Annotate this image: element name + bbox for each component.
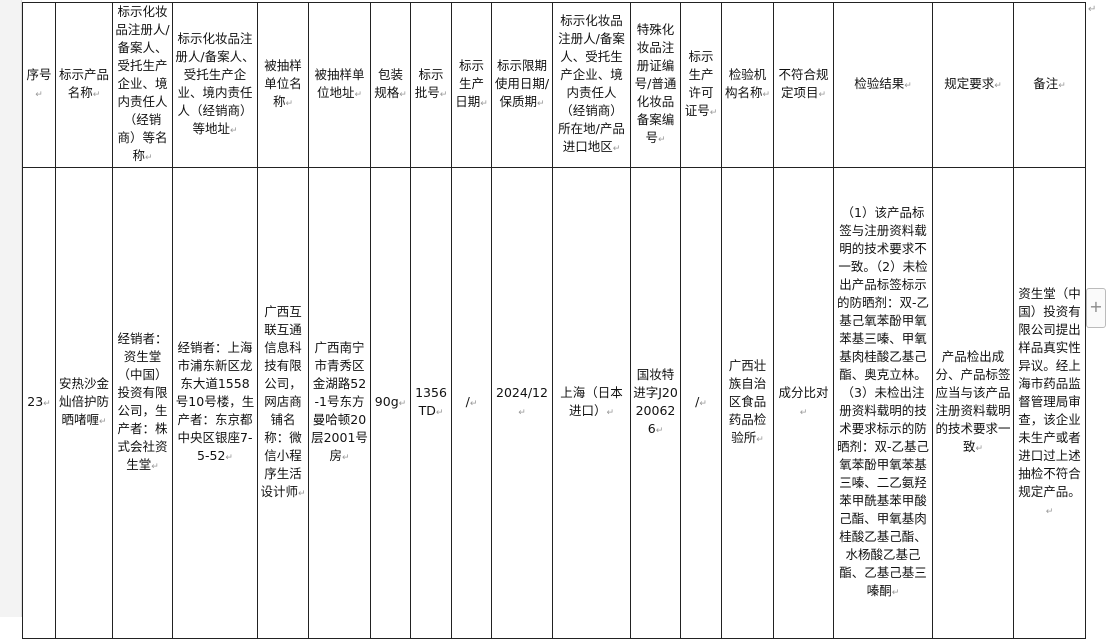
cell-text: 90g bbox=[375, 394, 406, 409]
cell-testing-institution: 广西壮族自治区食品药品检验所 bbox=[721, 167, 774, 639]
cell-text: 成分比对 bbox=[778, 385, 828, 418]
cell-nonconforming-item: 成分比对 bbox=[773, 167, 834, 639]
cell-remarks: 资生堂（中国）投资有限公司提出样品真实性异议。经上海市药品监督管理局审查，该企业… bbox=[1013, 167, 1086, 639]
header-sampled-unit-address: 被抽样单位地址 bbox=[308, 2, 371, 168]
left-margin bbox=[0, 0, 22, 617]
cell-text: 经销者：资生堂（中国）投资有限公司，生产者：株式会社资生堂 bbox=[117, 331, 167, 472]
header-testing-institution: 检验机构名称 bbox=[721, 2, 774, 168]
header-label: 标示生产许可证号 bbox=[685, 49, 718, 118]
cell-test-result: （1）该产品标签与注册资料载明的技术要求不一致。（2）未检出产品标签标示的防晒剂… bbox=[833, 167, 933, 639]
plus-icon: + bbox=[1089, 297, 1103, 316]
header-batch-number: 标示批号 bbox=[410, 2, 452, 168]
cell-text: 资生堂（中国）投资有限公司提出样品真实性异议。经上海市药品监督管理局审查，该企业… bbox=[1018, 286, 1081, 517]
header-product-name: 标示产品名称 bbox=[55, 2, 113, 168]
header-test-result: 检验结果 bbox=[833, 2, 933, 168]
cell-sampled-unit-name: 广西互联互通信息科技有限公司，网店商铺名称：微信小程序生活设计师 bbox=[257, 167, 309, 639]
cell-production-license: / bbox=[680, 167, 722, 639]
cell-text: 1356TD bbox=[415, 385, 447, 418]
header-label: 规定要求 bbox=[944, 76, 1002, 91]
header-production-license: 标示生产许可证号 bbox=[680, 2, 722, 168]
cell-text: 23 bbox=[27, 394, 50, 409]
cell-batch-number: 1356TD bbox=[410, 167, 452, 639]
cell-origin-region: 上海（日本进口） bbox=[552, 167, 631, 639]
header-label: 检验机构名称 bbox=[725, 67, 770, 100]
header-requirement: 规定要求 bbox=[932, 2, 1014, 168]
cell-registrant-name: 经销者：资生堂（中国）投资有限公司，生产者：株式会社资生堂 bbox=[112, 167, 173, 639]
inspection-table: 序号标示产品名称标示化妆品注册人/备案人、受托生产企业、境内责任人（经销商）等名… bbox=[22, 2, 1086, 639]
header-label: 被抽样单位名称 bbox=[264, 58, 302, 109]
cell-expiry-date: 2024/12 bbox=[491, 167, 553, 639]
cell-text: / bbox=[695, 394, 707, 409]
cell-product-name: 安热沙金灿倍护防晒啫喱 bbox=[55, 167, 113, 639]
cell-registrant-address: 经销者：上海市浦东新区龙东大道1558号10号楼，生产者：东京都中央区银座7-5… bbox=[172, 167, 258, 639]
cell-production-date: / bbox=[451, 167, 492, 639]
cell-text: 经销者：上海市浦东新区龙东大道1558号10号楼，生产者：东京都中央区银座7-5… bbox=[176, 340, 254, 463]
header-registrant-address: 标示化妆品注册人/备案人、受托生产企业、境内责任人（经销商）等地址 bbox=[172, 2, 258, 168]
header-package-spec: 包装规格 bbox=[370, 2, 411, 168]
header-label: 包装规格 bbox=[374, 67, 407, 100]
cell-text: 产品检出成分、产品标签应当与该产品注册资料载明的技术要求一致 bbox=[935, 349, 1010, 454]
cell-text: 国妆特进字J20200626 bbox=[633, 367, 678, 436]
header-registrant-name: 标示化妆品注册人/备案人、受托生产企业、境内责任人（经销商）等名称 bbox=[112, 2, 173, 168]
header-origin-region: 标示化妆品注册人/备案人、受托生产企业、境内责任人（经销商）所在地/产品进口地区 bbox=[552, 2, 631, 168]
header-row: 序号标示产品名称标示化妆品注册人/备案人、受托生产企业、境内责任人（经销商）等名… bbox=[22, 2, 1086, 168]
header-label: 标示批号 bbox=[415, 67, 448, 100]
header-label: 特殊化妆品注册证编号/普通化妆品备案编号 bbox=[635, 22, 677, 145]
cell-text: 广西壮族自治区食品药品检验所 bbox=[729, 358, 767, 445]
header-label: 不符合规定项目 bbox=[778, 67, 828, 100]
cell-registration-number: 国妆特进字J20200626 bbox=[630, 167, 681, 639]
header-seq: 序号 bbox=[22, 2, 56, 168]
cell-requirement: 产品检出成分、产品标签应当与该产品注册资料载明的技术要求一致 bbox=[932, 167, 1014, 639]
header-label: 检验结果 bbox=[854, 76, 912, 91]
header-nonconforming-item: 不符合规定项目 bbox=[773, 2, 834, 168]
header-remarks: 备注 bbox=[1013, 2, 1086, 168]
cell-sampled-unit-address: 广西南宁市青秀区金湖路52-1号东方曼哈顿20层2001号房 bbox=[308, 167, 371, 639]
paragraph-mark-icon: ↵ bbox=[1088, 4, 1097, 15]
cell-text: / bbox=[466, 394, 478, 409]
header-production-date: 标示生产日期 bbox=[451, 2, 492, 168]
header-label: 标示化妆品注册人/备案人、受托生产企业、境内责任人（经销商）等地址 bbox=[175, 31, 254, 136]
add-row-button[interactable]: + bbox=[1086, 288, 1106, 328]
header-expiry-date: 标示限期使用日期/保质期 bbox=[491, 2, 553, 168]
cell-text: 2024/12 bbox=[496, 385, 548, 418]
header-label: 被抽样单位地址 bbox=[314, 67, 364, 100]
header-label: 备注 bbox=[1033, 76, 1066, 91]
header-label: 标示化妆品注册人/备案人、受托生产企业、境内责任人（经销商）等名称 bbox=[115, 4, 169, 163]
table-row: 23 安热沙金灿倍护防晒啫喱经销者：资生堂（中国）投资有限公司，生产者：株式会社资… bbox=[22, 167, 1086, 639]
cell-text: 上海（日本进口） bbox=[560, 385, 623, 418]
header-label: 标示生产日期 bbox=[455, 58, 488, 109]
cell-text: 安热沙金灿倍护防晒啫喱 bbox=[59, 376, 109, 427]
header-registration-number: 特殊化妆品注册证编号/普通化妆品备案编号 bbox=[630, 2, 681, 168]
cell-seq: 23 bbox=[22, 167, 56, 639]
cell-text: （1）该产品标签与注册资料载明的技术要求不一致。（2）未检出产品标签标示的防晒剂… bbox=[837, 205, 929, 598]
cell-package-spec: 90g bbox=[370, 167, 411, 639]
header-label: 标示化妆品注册人/备案人、受托生产企业、境内责任人（经销商）所在地/产品进口地区 bbox=[558, 13, 625, 154]
header-sampled-unit-name: 被抽样单位名称 bbox=[257, 2, 309, 168]
header-label: 标示限期使用日期/保质期 bbox=[495, 58, 549, 109]
cell-text: 广西互联互通信息科技有限公司，网店商铺名称：微信小程序生活设计师 bbox=[260, 304, 305, 499]
header-label: 序号 bbox=[26, 67, 51, 100]
header-label: 标示产品名称 bbox=[59, 67, 109, 100]
cell-text: 广西南宁市青秀区金湖路52-1号东方曼哈顿20层2001号房 bbox=[311, 340, 368, 463]
